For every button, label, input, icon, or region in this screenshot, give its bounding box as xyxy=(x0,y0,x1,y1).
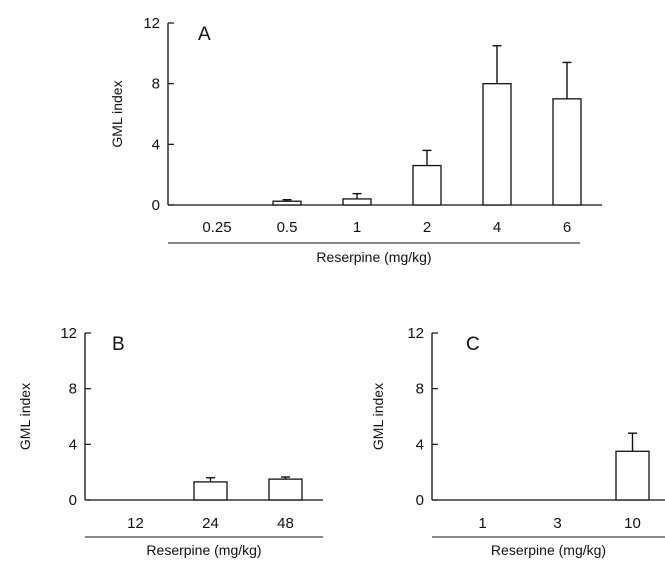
x-tick-label: 3 xyxy=(553,515,561,532)
y-tick-label: 0 xyxy=(416,492,424,509)
y-axis-title: GML index xyxy=(370,383,386,450)
bar-4 xyxy=(482,83,512,206)
chart-panel-c: 0 4 8 12 GML index C 1 3 10 Reserpine (mg/kg) xyxy=(370,325,665,558)
panel-letter: A xyxy=(198,24,211,45)
y-tick-label: 8 xyxy=(69,381,77,398)
y-tick-label: 0 xyxy=(69,492,77,509)
x-tick-label: 24 xyxy=(202,515,219,532)
y-tick-label: 0 xyxy=(152,197,160,214)
x-axis-title: Reserpine (mg/kg) xyxy=(491,542,606,558)
x-tick-label: 0.5 xyxy=(277,219,298,236)
x-axis-title: Reserpine (mg/kg) xyxy=(146,542,261,558)
x-tick-label: 10 xyxy=(624,515,641,532)
bar-24 xyxy=(193,481,228,501)
bar-0.5 xyxy=(272,200,302,206)
y-tick-label: 12 xyxy=(60,325,77,342)
y-tick-label: 4 xyxy=(416,436,424,453)
x-tick-label: 0.25 xyxy=(202,219,231,236)
x-tick-label: 6 xyxy=(563,219,571,236)
y-axis-title: GML index xyxy=(17,383,33,450)
x-tick-label: 1 xyxy=(353,219,361,236)
y-tick-label: 8 xyxy=(416,381,424,398)
bar-2 xyxy=(412,164,442,206)
y-tick-label: 8 xyxy=(152,76,160,93)
x-tick-label: 4 xyxy=(493,219,501,236)
x-tick-label: 48 xyxy=(277,515,294,532)
x-axis-title: Reserpine (mg/kg) xyxy=(316,249,431,265)
y-tick-label: 12 xyxy=(143,15,160,32)
x-tick-label: 12 xyxy=(127,515,144,532)
bar-6 xyxy=(552,98,582,206)
y-axis-title: GML index xyxy=(109,80,125,147)
bar-48 xyxy=(268,478,303,501)
x-tick-label: 2 xyxy=(423,219,431,236)
y-tick-label: 4 xyxy=(69,436,77,453)
bar-10 xyxy=(615,450,650,501)
x-tick-label: 1 xyxy=(478,515,486,532)
panel-letter: B xyxy=(112,334,125,355)
panel-letter: C xyxy=(466,334,480,355)
bar-1 xyxy=(342,198,372,206)
y-tick-label: 12 xyxy=(407,325,424,342)
y-tick-label: 4 xyxy=(152,136,160,153)
